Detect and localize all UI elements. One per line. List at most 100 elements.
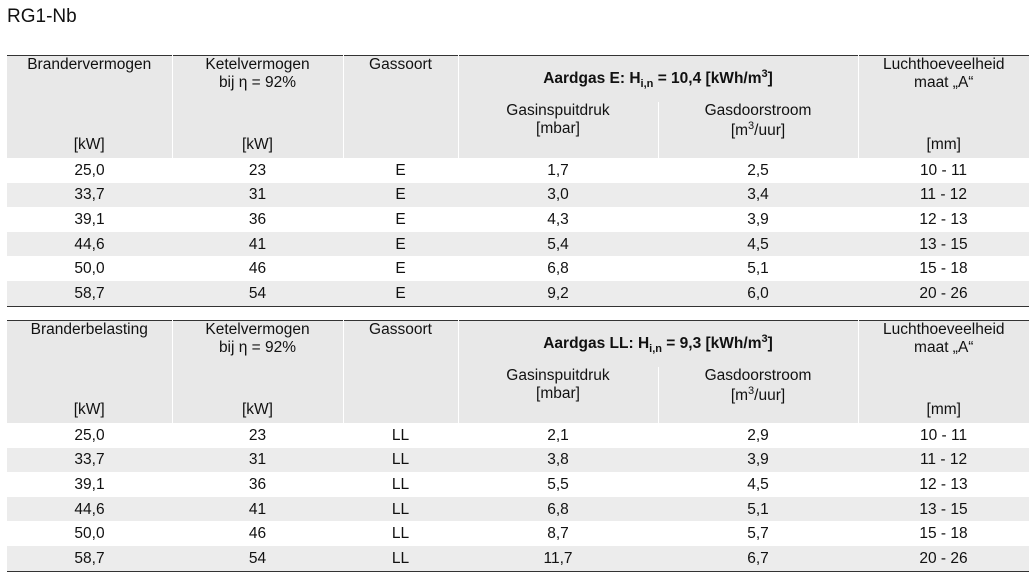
table-cell: 15 - 18	[919, 260, 968, 278]
document-title: RG1-Nb	[7, 6, 77, 27]
table-cell: 12 - 13	[919, 475, 968, 493]
header-cell-boiler: Ketelvermogen bij η = 92%	[172, 320, 344, 367]
header-cell-air: Luchthoeveelheid maat „A“	[858, 55, 1029, 102]
table-cell: 33,7	[7, 182, 172, 208]
table-cell: 10 - 11	[919, 161, 968, 179]
table-cell: LL	[343, 496, 458, 522]
table-cell: 20 - 26	[858, 545, 1030, 572]
table-cell: 3,0	[458, 182, 658, 208]
table-cell: 11 - 12	[858, 182, 1029, 208]
header-label: Gassoort	[369, 321, 432, 338]
table-cell: 31	[172, 447, 343, 473]
unit-cell-empty	[343, 367, 459, 423]
header-cell-burner: Branderbelasting	[7, 320, 173, 367]
table-cell: 33,7	[7, 447, 172, 473]
table-row: 39,1 36 E 4,3 3,9 12 - 13	[7, 207, 1029, 232]
header-label: Luchthoeveelheid	[883, 321, 1005, 338]
table-cell: 12 - 13	[919, 210, 968, 228]
table-cell: 4,5	[658, 231, 858, 257]
header-cell-pressure: Gasinspuitdruk [mbar]	[458, 367, 659, 423]
table-cell: E	[395, 161, 406, 179]
group-label: Aardgas LL: Hi,n = 9,3 [kWh/m3]	[543, 332, 773, 356]
table-cell: 10 - 11	[919, 426, 968, 444]
table-cell: 11,7	[458, 545, 658, 572]
table-cell: 8,7	[547, 525, 569, 543]
header-label: maat „A“	[914, 74, 974, 91]
header-cell-flow: Gasdoorstroom [m3/uur]	[658, 102, 859, 158]
table-cell: 5,1	[747, 260, 769, 278]
unit-cell: [mm]	[858, 102, 1029, 158]
table-cell: 20 - 26	[858, 280, 1029, 307]
table-cell: 11 - 12	[858, 447, 1030, 473]
table-cell: 46	[248, 260, 267, 278]
table-row: 44,6 41 LL 6,8 5,1 13 - 15	[7, 496, 1030, 522]
header-group-gas: Aardgas E: Hi,n = 10,4 [kWh/m3]	[458, 55, 859, 102]
table-cell: 54	[172, 280, 343, 307]
table-cell: 6,8	[458, 496, 658, 522]
table-cell: 3,9	[658, 447, 859, 473]
table-cell: 41	[172, 496, 343, 522]
table-body: 25,0 23 LL 2,1 2,9 10 - 11 33,7 31 LL 3,8 3,9 11 - …	[7, 423, 1030, 572]
table-cell: 23	[248, 426, 267, 444]
table-cell: 5,5	[547, 475, 569, 493]
header-cell-air: Luchthoeveelheid maat „A“	[858, 320, 1030, 367]
table-cell: 13 - 15	[858, 496, 1030, 522]
unit-cell: [kW]	[172, 367, 344, 423]
table-cell: 1,7	[547, 161, 569, 179]
unit-cell: [kW]	[7, 102, 173, 158]
unit-cell: [mm]	[858, 367, 1030, 423]
unit-cell-empty	[343, 102, 459, 158]
header-label: Gassoort	[369, 56, 432, 73]
header-cell-gastype: Gassoort	[343, 55, 459, 102]
gas-table-e: Brandervermogen Ketelvermogen bij η = 92%…	[7, 55, 1029, 307]
table-cell: 46	[248, 525, 267, 543]
table-body: 25,0 23 E 1,7 2,5 10 - 11 33,7 31 E 3,0 3,4 11 - 12…	[7, 158, 1029, 307]
header-label: Ketelvermogen	[205, 321, 310, 338]
table-row: 25,0 23 E 1,7 2,5 10 - 11	[7, 158, 1029, 183]
header-label: Luchthoeveelheid	[882, 56, 1005, 73]
table-cell: 9,2	[458, 280, 658, 307]
table-cell: 5,4	[458, 231, 658, 257]
table-cell: 36	[248, 210, 267, 228]
table-cell: LL	[391, 475, 410, 493]
table-cell: 50,0	[74, 260, 105, 278]
table-cell: E	[395, 210, 406, 228]
table-row: 33,7 31 LL 3,8 3,9 11 - 12	[7, 447, 1030, 473]
header-cell-gastype: Gassoort	[343, 320, 459, 367]
table-cell: 41	[172, 231, 343, 257]
group-label: Aardgas E: Hi,n = 10,4 [kWh/m3]	[543, 67, 773, 91]
table-cell: 2,5	[747, 161, 769, 179]
table-cell: 25,0	[74, 426, 105, 444]
table-cell: 44,6	[7, 231, 172, 257]
table-cell: LL	[343, 447, 458, 473]
header-cell-flow: Gasdoorstroom [m3/uur]	[658, 367, 859, 423]
header-label: bij η = 92%	[218, 74, 297, 91]
header-cell-burner: Brandervermogen	[7, 55, 173, 102]
table-cell: E	[343, 231, 458, 257]
table-row: 39,1 36 LL 5,5 4,5 12 - 13	[7, 472, 1029, 497]
table-cell: 39,1	[74, 475, 105, 493]
table-cell: 4,5	[747, 475, 769, 493]
table-cell: 31	[172, 182, 343, 208]
table-row: 44,6 41 E 5,4 4,5 13 - 15	[7, 231, 1029, 257]
table-cell: LL	[343, 545, 458, 572]
table-cell: 3,9	[747, 210, 769, 228]
unit-cell: [kW]	[172, 102, 344, 158]
table-row: 50,0 46 E 6,8 5,1 15 - 18	[7, 256, 1029, 281]
table-row: 58,7 54 E 9,2 6,0 20 - 26	[7, 280, 1029, 307]
table-cell: 44,6	[7, 496, 172, 522]
table-cell: 5,1	[658, 496, 859, 522]
table-cell: LL	[391, 525, 410, 543]
table-cell: 36	[248, 475, 267, 493]
table-cell: 58,7	[7, 545, 172, 572]
table-row: 33,7 31 E 3,0 3,4 11 - 12	[7, 182, 1029, 208]
table-cell: 3,8	[458, 447, 658, 473]
table-cell: 6,8	[547, 260, 569, 278]
table-row: 50,0 46 LL 8,7 5,7 15 - 18	[7, 521, 1029, 546]
table-cell: 6,7	[658, 545, 859, 572]
unit-cell: [kW]	[7, 367, 173, 423]
table-cell: 23	[248, 161, 267, 179]
header-label: Branderbelasting	[30, 321, 148, 338]
table-cell: 15 - 18	[919, 525, 968, 543]
table-cell: E	[395, 260, 406, 278]
